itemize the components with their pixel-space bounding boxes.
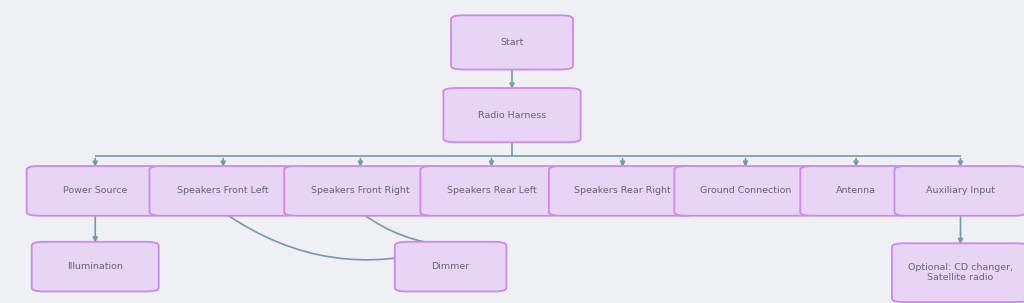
FancyBboxPatch shape (32, 242, 159, 291)
Text: Speakers Rear Right: Speakers Rear Right (574, 186, 671, 195)
Text: Dimmer: Dimmer (431, 262, 470, 271)
FancyBboxPatch shape (801, 166, 911, 216)
FancyBboxPatch shape (549, 166, 696, 216)
FancyBboxPatch shape (284, 166, 436, 216)
Text: Radio Harness: Radio Harness (478, 111, 546, 120)
FancyBboxPatch shape (674, 166, 817, 216)
Text: Speakers Front Right: Speakers Front Right (311, 186, 410, 195)
FancyBboxPatch shape (895, 166, 1024, 216)
Text: Auxiliary Input: Auxiliary Input (926, 186, 995, 195)
Text: Optional: CD changer,
Satellite radio: Optional: CD changer, Satellite radio (908, 263, 1013, 282)
Text: Power Source: Power Source (63, 186, 127, 195)
Text: Start: Start (501, 38, 523, 47)
Text: Ground Connection: Ground Connection (699, 186, 792, 195)
FancyBboxPatch shape (451, 15, 573, 70)
FancyBboxPatch shape (27, 166, 164, 216)
Text: Speakers Rear Left: Speakers Rear Left (446, 186, 537, 195)
FancyBboxPatch shape (443, 88, 581, 142)
Text: Speakers Front Left: Speakers Front Left (177, 186, 269, 195)
FancyBboxPatch shape (420, 166, 563, 216)
FancyBboxPatch shape (395, 242, 507, 291)
FancyBboxPatch shape (150, 166, 297, 216)
Text: Antenna: Antenna (836, 186, 877, 195)
FancyBboxPatch shape (892, 243, 1024, 302)
Text: Illumination: Illumination (68, 262, 123, 271)
